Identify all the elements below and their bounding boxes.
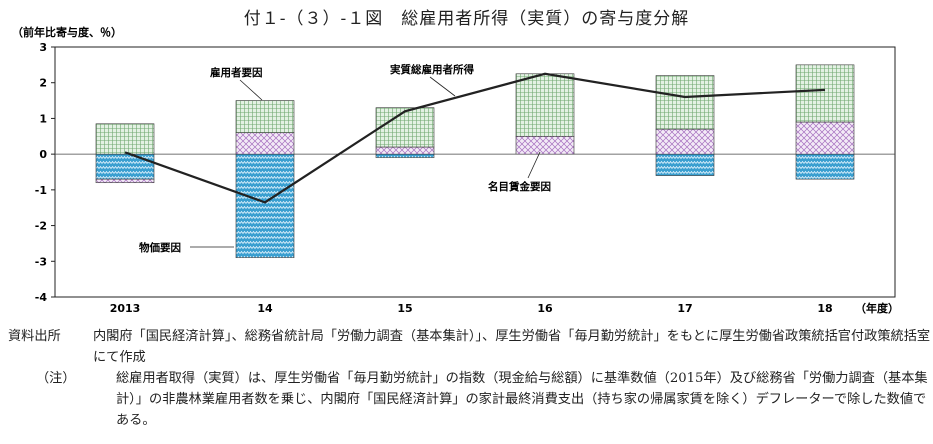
plot-frame [54, 46, 896, 298]
bars [95, 64, 855, 259]
bar-price [795, 153, 855, 180]
y-tick-label: 1 [39, 112, 47, 125]
annotation-employment: 雇用者要因 [210, 66, 263, 79]
bar-employment [95, 123, 155, 155]
bar-price [95, 153, 155, 180]
annotation-real-income: 実質総雇用者所得 [390, 63, 474, 76]
note-label: （注） [36, 371, 76, 386]
chart: （前年比寄与度、％） （年度） 3 2 1 0 -1 -2 -3 -4 2013 14 15 16 1… [12, 25, 899, 315]
note-text: 総雇用者取得（実質）は、厚生労働省「毎月勤労統計」の指数（現金給与総額）に基準数… [116, 371, 928, 428]
source-label: 資料出所 [8, 329, 61, 344]
annotation-wage: 名目賃金要因 [488, 180, 551, 193]
x-axis-label: （年度） [855, 301, 899, 315]
leader-employment [239, 79, 263, 101]
bar-employment [515, 73, 575, 137]
footnote: （注） 総雇用者取得（実質）は、厚生労働省「毎月勤労統計」の指数（現金給与総額）… [0, 368, 933, 431]
bar-wage [95, 178, 155, 184]
bar-employment [375, 107, 435, 148]
y-tick-label: -1 [35, 184, 47, 197]
y-tick-label: 3 [39, 41, 47, 54]
notes: 資料出所 内閣府「国民経済計算」、総務省統計局「労働力調査（基本集計）」、厚生労… [0, 326, 933, 431]
bar-price [235, 153, 295, 259]
x-tick-label: 17 [677, 302, 692, 315]
line-real-income [124, 72, 826, 204]
bar-wage [795, 121, 855, 155]
bar-wage [655, 128, 715, 155]
x-tick-label: 15 [397, 302, 412, 315]
page-title: 付１-（３）-１図 総雇用者所得（実質）の寄与度分解 [243, 9, 690, 29]
y-axis-label: （前年比寄与度、％） [12, 25, 122, 39]
x-tick-label: 16 [537, 302, 553, 315]
bar-price [655, 153, 715, 176]
x-tick-label: 2013 [110, 302, 141, 315]
leader-real-income [429, 76, 456, 97]
leader-wage [527, 151, 541, 179]
x-axis: 2013 14 15 16 17 18 [110, 302, 833, 315]
bar-employment [655, 75, 715, 130]
line-series [124, 72, 826, 204]
bar-wage [515, 135, 575, 155]
source-text: 内閣府「国民経済計算」、総務省統計局「労働力調査（基本集計）」、厚生労働省「毎月… [93, 329, 931, 365]
bar-price [375, 153, 435, 159]
y-axis: 3 2 1 0 -1 -2 -3 -4 [35, 41, 896, 304]
y-tick-label: 0 [39, 148, 47, 161]
bar-employment [235, 100, 295, 134]
x-tick-label: 18 [817, 302, 832, 315]
source-note: 資料出所 内閣府「国民経済計算」、総務省統計局「労働力調査（基本集計）」、厚生労… [0, 326, 933, 368]
y-tick-label: -2 [35, 220, 47, 233]
y-tick-label: -4 [35, 291, 48, 304]
annotations: 雇用者要因 実質総雇用者所得 名目賃金要因 物価要因 [139, 63, 551, 254]
y-tick-label: -3 [35, 255, 47, 268]
y-tick-label: 2 [39, 77, 47, 90]
x-tick-label: 14 [257, 302, 273, 315]
bar-wage [235, 132, 295, 155]
annotation-price: 物価要因 [139, 241, 181, 254]
bar-wage [375, 146, 435, 155]
bar-employment [795, 64, 855, 123]
